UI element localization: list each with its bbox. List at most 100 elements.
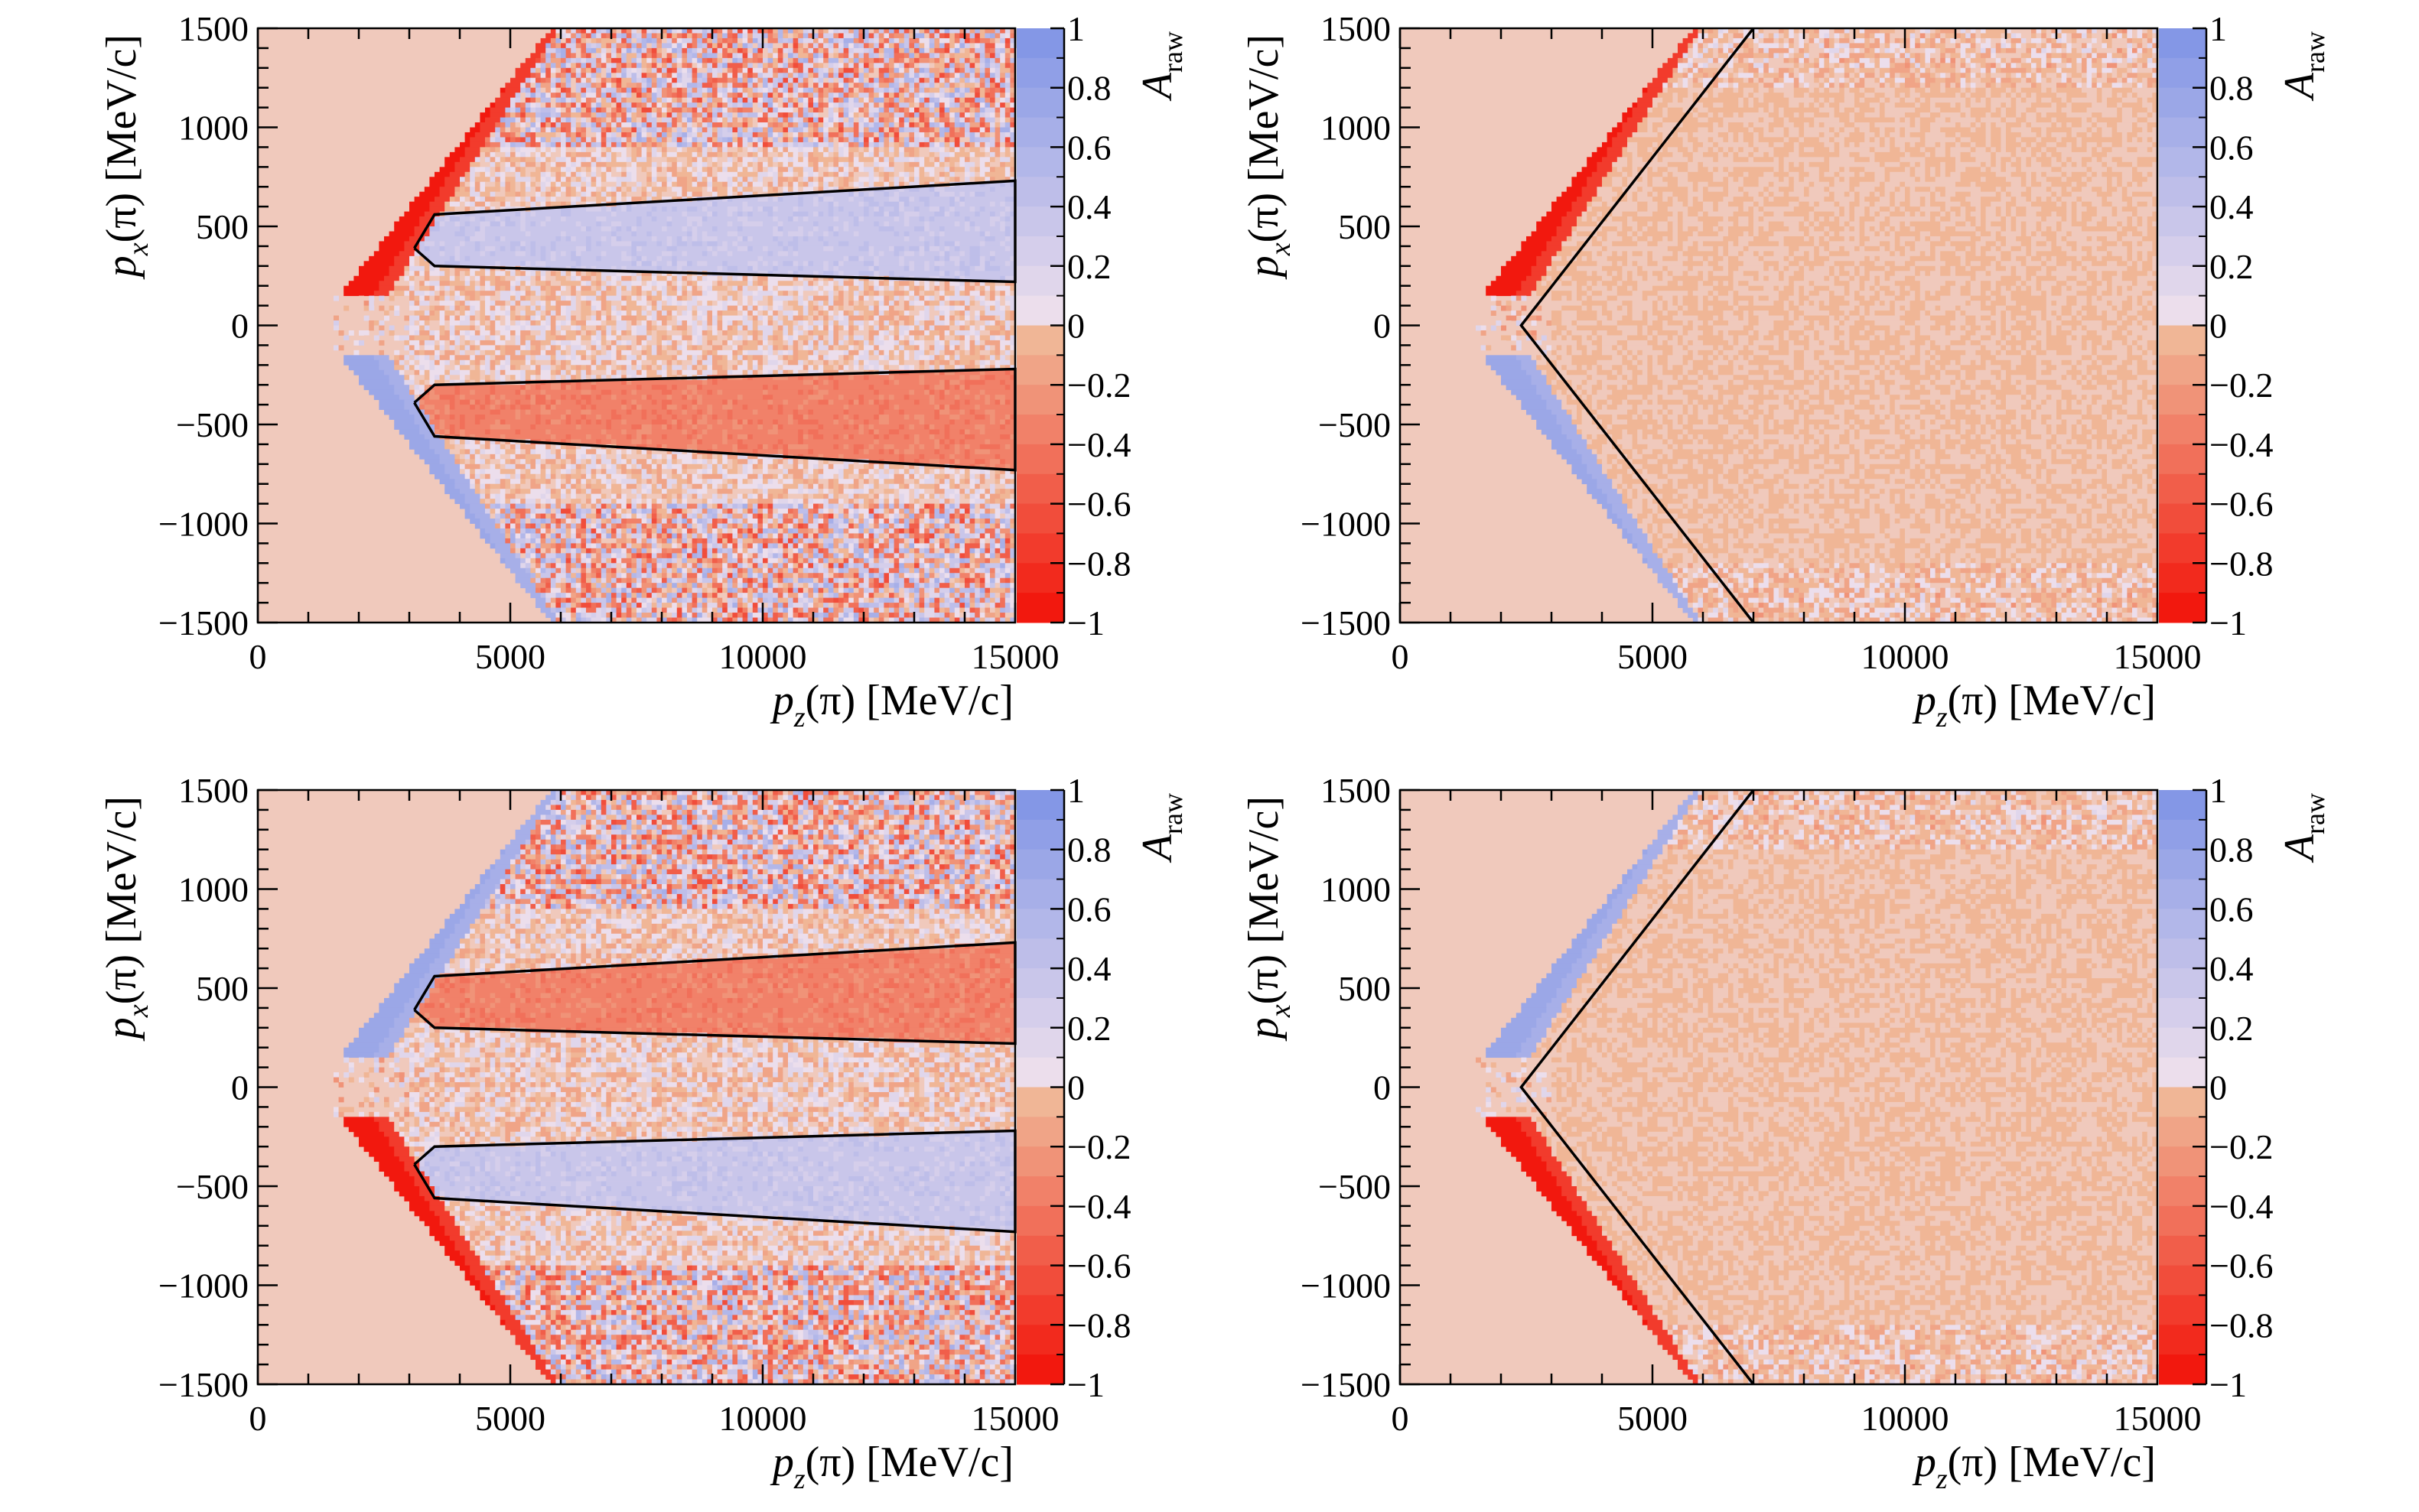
heatmap-bin	[677, 276, 682, 281]
heatmap-bin	[955, 192, 960, 197]
heatmap-bin	[677, 177, 688, 182]
heatmap-bin	[949, 118, 955, 123]
heatmap-bin	[808, 132, 813, 138]
heatmap-bin	[369, 256, 394, 262]
heatmap-bin	[722, 142, 728, 148]
heatmap-bin	[374, 291, 389, 296]
heatmap-bin	[773, 132, 778, 138]
heatmap-bin	[819, 63, 824, 68]
heatmap-bin	[788, 33, 793, 38]
heatmap-bin	[869, 63, 874, 68]
heatmap-bin	[894, 122, 900, 128]
heatmap-bin	[596, 108, 601, 113]
heatmap-bin	[581, 137, 586, 142]
heatmap-bin	[697, 137, 708, 142]
heatmap-bin	[995, 256, 1011, 262]
heatmap-bin	[520, 108, 526, 113]
heatmap-bin	[803, 236, 809, 242]
heatmap-bin	[732, 83, 743, 88]
heatmap-bin	[899, 281, 910, 286]
heatmap-bin	[874, 38, 879, 44]
heatmap-bin	[520, 137, 526, 142]
heatmap-bin	[783, 162, 788, 167]
heatmap-bin	[687, 48, 692, 54]
heatmap-bin	[596, 197, 607, 202]
heatmap-bin	[642, 167, 647, 172]
heatmap-bin	[571, 137, 576, 142]
heatmap-bin	[783, 226, 798, 232]
heatmap-bin	[636, 63, 642, 68]
heatmap-bin	[662, 142, 667, 148]
heatmap-bin	[566, 167, 571, 172]
heatmap-bin	[924, 251, 939, 256]
heatmap-bin	[687, 33, 692, 38]
heatmap-bin	[631, 73, 636, 78]
heatmap-bin	[990, 122, 995, 128]
heatmap-bin	[551, 88, 556, 93]
heatmap-bin	[475, 291, 480, 296]
heatmap-bin	[959, 128, 965, 133]
heatmap-bin	[980, 102, 985, 108]
heatmap-bin	[677, 48, 682, 54]
heatmap-bin	[555, 236, 561, 242]
heatmap-bin	[879, 112, 890, 118]
heatmap-bin	[379, 246, 404, 252]
heatmap-bin	[985, 88, 990, 93]
heatmap-bin	[930, 132, 935, 138]
heatmap-bin	[838, 102, 844, 108]
heatmap-bin	[516, 291, 521, 296]
heatmap-bin	[702, 222, 728, 227]
heatmap-bin	[803, 93, 809, 98]
heatmap-bin	[520, 83, 526, 88]
heatmap-bin	[793, 157, 799, 162]
heatmap-bin	[672, 187, 682, 192]
heatmap-bin	[833, 147, 838, 152]
heatmap-bin	[864, 182, 869, 187]
heatmap-bin	[939, 108, 945, 113]
heatmap-bin	[505, 122, 510, 128]
heatmap-bin	[747, 43, 753, 48]
heatmap-bin	[854, 122, 859, 128]
heatmap-bin	[581, 43, 586, 48]
heatmap-bin	[656, 102, 662, 108]
heatmap-bin	[480, 216, 485, 222]
heatmap-bin	[823, 73, 829, 78]
heatmap-bin	[985, 206, 1005, 212]
heatmap-bin	[702, 286, 708, 291]
heatmap-bin	[899, 197, 910, 202]
heatmap-bin	[909, 197, 914, 202]
heatmap-bin	[591, 152, 602, 158]
heatmap-bin	[621, 122, 632, 128]
heatmap-bin	[551, 98, 556, 103]
heatmap-bin	[945, 53, 950, 58]
heatmap-bin	[631, 38, 636, 44]
heatmap-bin	[808, 212, 813, 217]
heatmap-bin	[510, 271, 516, 276]
heatmap-bin	[677, 58, 682, 63]
heatmap-bin	[808, 58, 813, 63]
heatmap-bin	[707, 142, 712, 148]
heatmap-bin	[899, 251, 904, 256]
heatmap-bin	[732, 38, 737, 44]
heatmap-bin	[526, 142, 531, 148]
heatmap-bin	[778, 197, 783, 202]
heatmap-bin	[722, 93, 728, 98]
heatmap-bin	[975, 192, 985, 197]
heatmap-bin	[687, 157, 692, 162]
heatmap-bin	[904, 128, 915, 133]
heatmap-bin	[783, 73, 788, 78]
heatmap-bin	[889, 78, 894, 83]
heatmap-bin	[778, 206, 793, 212]
heatmap-bin	[621, 197, 627, 202]
heatmap-bin	[753, 43, 758, 48]
heatmap-bin	[536, 147, 541, 152]
heatmap-bin	[545, 68, 551, 73]
heatmap-bin	[707, 276, 718, 281]
heatmap-bin	[642, 43, 647, 48]
heatmap-bin	[631, 281, 642, 286]
heatmap-bin	[793, 172, 799, 177]
heatmap-bin	[454, 197, 460, 202]
heatmap-bin	[586, 93, 597, 98]
heatmap-bin	[747, 142, 753, 148]
heatmap-bin	[945, 231, 981, 236]
